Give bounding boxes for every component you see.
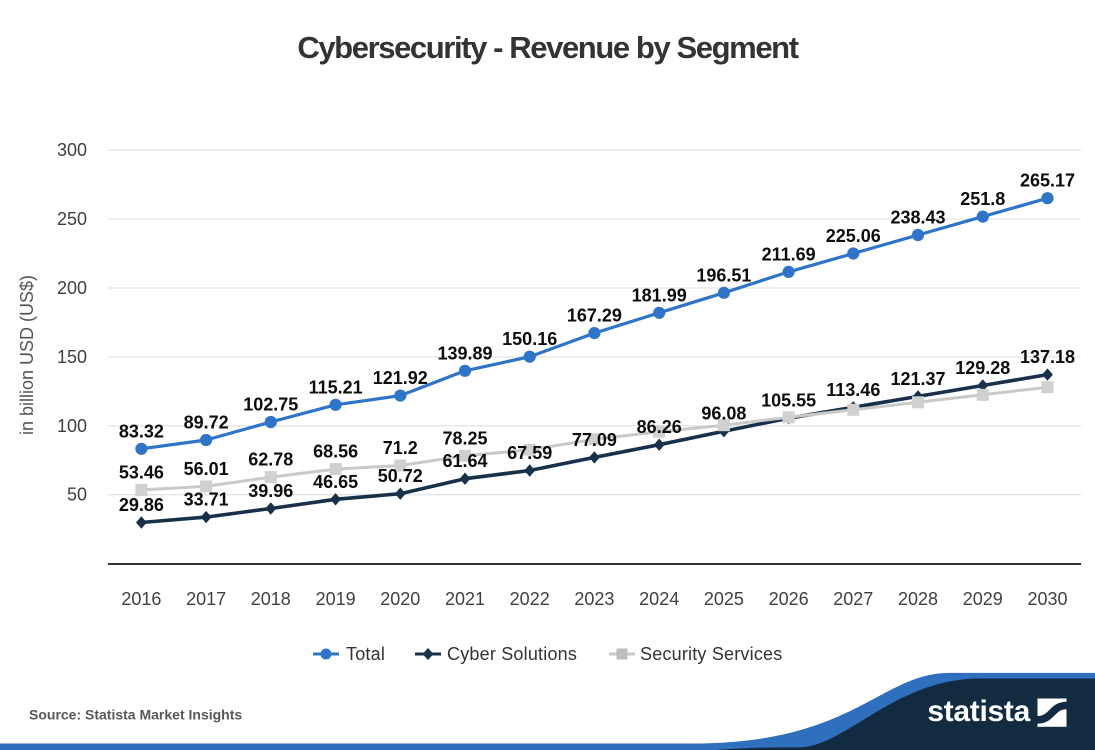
svg-text:167.29: 167.29 bbox=[567, 306, 622, 326]
svg-text:68.56: 68.56 bbox=[313, 442, 358, 462]
svg-text:39.96: 39.96 bbox=[248, 481, 293, 501]
svg-text:300: 300 bbox=[57, 140, 87, 160]
svg-text:67.59: 67.59 bbox=[507, 443, 552, 463]
svg-text:139.89: 139.89 bbox=[437, 343, 492, 363]
svg-text:150.16: 150.16 bbox=[502, 329, 557, 349]
svg-text:211.69: 211.69 bbox=[762, 244, 816, 264]
svg-text:89.72: 89.72 bbox=[184, 413, 229, 433]
svg-text:196.51: 196.51 bbox=[696, 265, 751, 285]
svg-text:2024: 2024 bbox=[639, 589, 679, 609]
svg-text:2021: 2021 bbox=[445, 589, 485, 609]
svg-text:105.55: 105.55 bbox=[761, 391, 816, 411]
svg-text:225.06: 225.06 bbox=[826, 226, 881, 246]
svg-text:137.18: 137.18 bbox=[1020, 347, 1075, 367]
svg-text:78.25: 78.25 bbox=[442, 428, 487, 448]
svg-text:102.75: 102.75 bbox=[243, 395, 298, 415]
svg-text:2027: 2027 bbox=[833, 589, 873, 609]
svg-text:46.65: 46.65 bbox=[313, 472, 358, 492]
svg-text:2030: 2030 bbox=[1027, 589, 1067, 609]
svg-text:2022: 2022 bbox=[510, 589, 550, 609]
svg-text:2017: 2017 bbox=[186, 589, 226, 609]
svg-text:56.01: 56.01 bbox=[184, 459, 229, 479]
svg-text:129.28: 129.28 bbox=[955, 358, 1010, 378]
svg-text:265.17: 265.17 bbox=[1020, 171, 1075, 191]
svg-text:2026: 2026 bbox=[769, 589, 809, 609]
svg-text:Cyber Solutions: Cyber Solutions bbox=[447, 644, 577, 664]
svg-text:50.72: 50.72 bbox=[378, 466, 423, 486]
svg-text:2029: 2029 bbox=[963, 589, 1003, 609]
svg-text:86.26: 86.26 bbox=[637, 417, 682, 437]
svg-text:Cybersecurity - Revenue by Seg: Cybersecurity - Revenue by Segment bbox=[297, 30, 798, 65]
svg-text:181.99: 181.99 bbox=[632, 285, 687, 305]
svg-text:50: 50 bbox=[67, 485, 87, 505]
svg-text:71.2: 71.2 bbox=[383, 438, 418, 458]
svg-text:Security Services: Security Services bbox=[640, 644, 782, 664]
svg-text:250: 250 bbox=[57, 209, 87, 229]
svg-text:77.09: 77.09 bbox=[572, 430, 617, 450]
svg-text:2023: 2023 bbox=[574, 589, 614, 609]
svg-text:121.92: 121.92 bbox=[373, 368, 428, 388]
svg-text:61.64: 61.64 bbox=[442, 451, 487, 471]
svg-text:2020: 2020 bbox=[380, 589, 420, 609]
svg-text:121.37: 121.37 bbox=[890, 369, 945, 389]
svg-text:2019: 2019 bbox=[316, 589, 356, 609]
svg-text:62.78: 62.78 bbox=[248, 450, 293, 470]
svg-text:33.71: 33.71 bbox=[184, 490, 229, 510]
svg-text:251.8: 251.8 bbox=[960, 189, 1005, 209]
svg-text:Total: Total bbox=[346, 644, 385, 664]
svg-text:100: 100 bbox=[57, 416, 87, 436]
svg-text:29.86: 29.86 bbox=[119, 495, 164, 515]
svg-text:96.08: 96.08 bbox=[701, 404, 746, 424]
svg-text:statista: statista bbox=[927, 695, 1030, 728]
svg-text:2018: 2018 bbox=[251, 589, 291, 609]
svg-text:113.46: 113.46 bbox=[826, 380, 880, 400]
svg-text:200: 200 bbox=[57, 278, 87, 298]
svg-text:150: 150 bbox=[57, 347, 87, 367]
svg-text:2028: 2028 bbox=[898, 589, 938, 609]
svg-text:53.46: 53.46 bbox=[119, 462, 164, 482]
svg-text:in billion USD (US$): in billion USD (US$) bbox=[17, 275, 37, 435]
svg-text:2025: 2025 bbox=[704, 589, 744, 609]
svg-text:115.21: 115.21 bbox=[309, 377, 363, 397]
svg-text:Source: Statista Market Insigh: Source: Statista Market Insights bbox=[29, 707, 242, 723]
svg-text:2016: 2016 bbox=[121, 589, 161, 609]
svg-text:83.32: 83.32 bbox=[119, 421, 164, 441]
svg-text:238.43: 238.43 bbox=[890, 208, 945, 228]
